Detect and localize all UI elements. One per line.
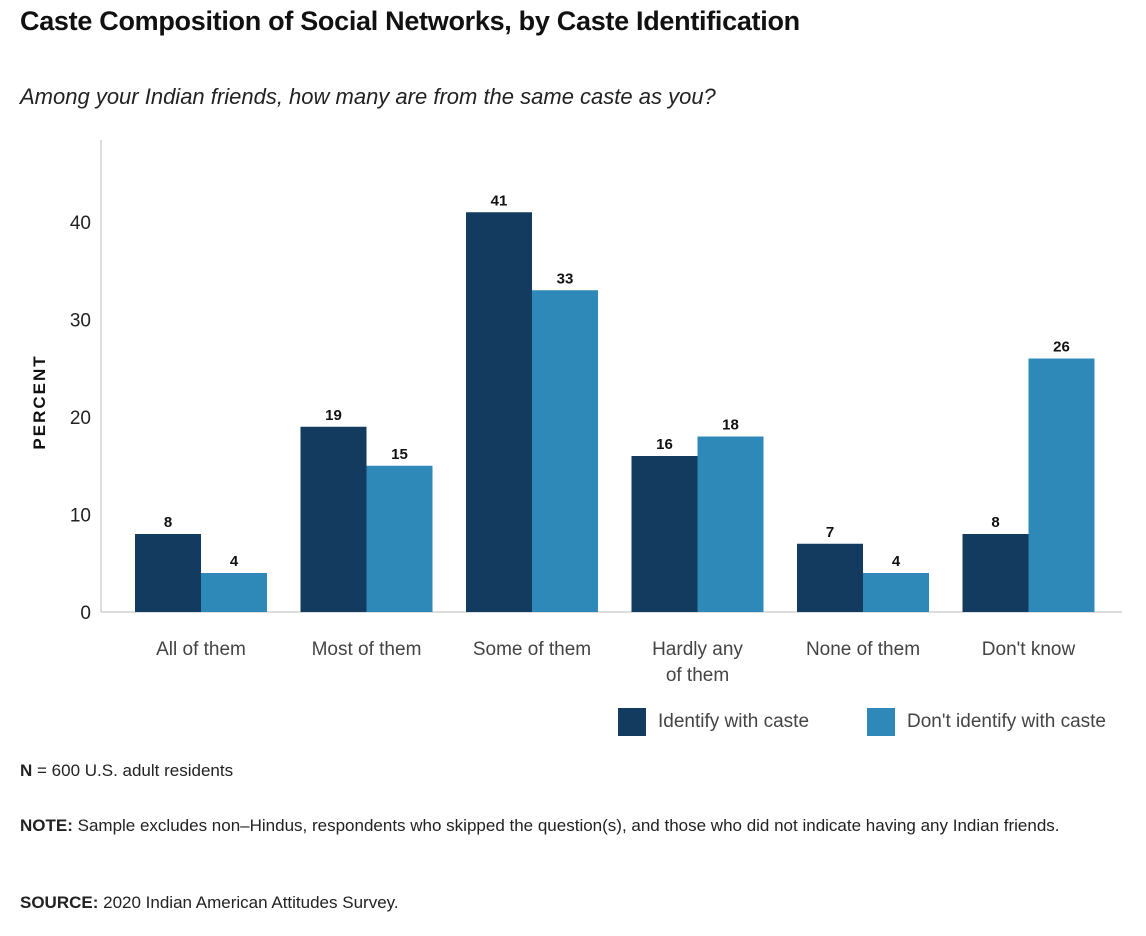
- chart-subtitle: Among your Indian friends, how many are …: [20, 84, 716, 109]
- source-label: SOURCE:: [20, 893, 99, 912]
- bar-dont-identify: [366, 465, 433, 612]
- y-tick-label: 30: [70, 311, 91, 332]
- legend-swatch: [867, 708, 895, 736]
- legend-item-identify: Identify with caste: [618, 708, 809, 736]
- x-tick-label: of them: [666, 665, 729, 686]
- bar-dont-identify: [1028, 358, 1095, 612]
- bar-identify: [300, 426, 367, 612]
- x-tick-label: Most of them: [312, 639, 422, 660]
- bar-identify: [466, 212, 532, 612]
- y-axis-label: PERCENT: [30, 354, 49, 449]
- y-tick-label: 20: [70, 408, 91, 429]
- y-tick-label: 0: [80, 603, 91, 624]
- y-tick-label: 10: [70, 506, 91, 527]
- data-label: 4: [892, 553, 901, 570]
- x-tick-label: Some of them: [473, 639, 591, 660]
- bar-dont-identify: [697, 436, 764, 612]
- source-text: 2020 Indian American Attitudes Survey.: [98, 893, 399, 912]
- bar-identify: [962, 534, 1029, 612]
- data-label: 18: [722, 417, 739, 434]
- legend-swatch: [618, 708, 646, 736]
- data-label: 16: [656, 436, 673, 453]
- note-label: NOTE:: [20, 816, 73, 835]
- bar-dont-identify: [863, 573, 929, 612]
- bar-chart: 0 10 20 30 40 PERCENT 8 4 All of them 19 15 Most of…: [30, 140, 1122, 686]
- source: SOURCE: 2020 Indian American Attitudes S…: [20, 891, 1120, 915]
- data-label: 8: [164, 514, 172, 531]
- x-tick-label: All of them: [156, 639, 246, 660]
- x-tick-label: Don't know: [982, 639, 1076, 660]
- legend-label: Identify with caste: [658, 711, 810, 732]
- bar-dont-identify: [201, 573, 267, 612]
- note-text: Sample excludes non–Hindus, respondents …: [72, 816, 1060, 835]
- chart-title: Caste Composition of Social Networks, by…: [20, 6, 800, 36]
- n-label: N: [20, 761, 33, 780]
- bar-dont-identify: [532, 290, 598, 612]
- n-text: = 600 U.S. adult residents: [32, 761, 234, 780]
- bar-identify: [135, 534, 201, 612]
- data-label: 8: [991, 514, 999, 531]
- data-label: 41: [491, 192, 508, 209]
- data-label: 33: [557, 270, 574, 287]
- legend-item-dont-identify: Don't identify with caste: [867, 708, 1106, 736]
- y-tick-label: 40: [70, 213, 91, 234]
- data-label: 26: [1053, 339, 1070, 356]
- legend-label: Don't identify with caste: [907, 711, 1106, 732]
- sample-size-note: N = 600 U.S. adult residents: [20, 759, 1120, 783]
- data-label: 4: [230, 553, 239, 570]
- bar-identify: [631, 456, 698, 612]
- x-tick-label: None of them: [806, 639, 920, 660]
- x-tick-label: Hardly any: [652, 639, 743, 660]
- data-label: 19: [325, 407, 342, 424]
- data-label: 7: [826, 524, 834, 541]
- data-label: 15: [391, 446, 408, 463]
- note: NOTE: Sample excludes non–Hindus, respon…: [20, 814, 1120, 838]
- bar-identify: [797, 543, 863, 612]
